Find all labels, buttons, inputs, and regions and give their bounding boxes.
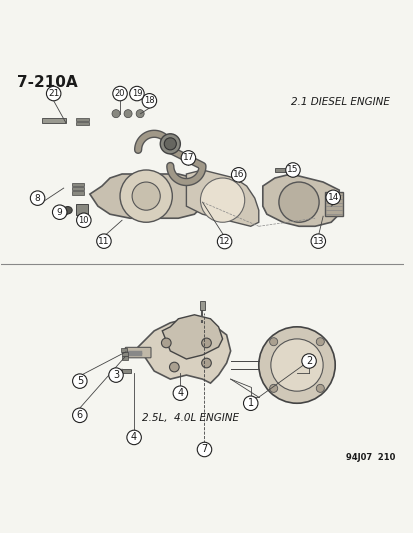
Circle shape <box>46 86 61 101</box>
Bar <box>76 204 88 215</box>
Bar <box>274 168 294 172</box>
Bar <box>122 369 131 374</box>
Circle shape <box>112 110 120 118</box>
Text: 5: 5 <box>76 376 83 386</box>
Text: 13: 13 <box>312 237 323 246</box>
Text: 12: 12 <box>218 237 230 246</box>
Text: 20: 20 <box>114 89 125 98</box>
Text: 18: 18 <box>144 96 154 106</box>
Circle shape <box>243 396 257 410</box>
Circle shape <box>270 339 323 391</box>
Circle shape <box>269 338 277 346</box>
Text: 4: 4 <box>177 388 183 398</box>
Circle shape <box>197 442 211 457</box>
Polygon shape <box>262 174 338 227</box>
Circle shape <box>76 213 91 228</box>
Bar <box>121 352 128 356</box>
Circle shape <box>310 234 325 248</box>
Polygon shape <box>162 315 222 359</box>
Bar <box>71 191 84 195</box>
Circle shape <box>217 235 231 249</box>
Polygon shape <box>186 170 258 227</box>
Circle shape <box>136 110 144 118</box>
Circle shape <box>142 94 156 108</box>
FancyBboxPatch shape <box>125 348 151 358</box>
Circle shape <box>201 338 211 348</box>
Bar <box>121 348 127 352</box>
Circle shape <box>231 167 245 182</box>
Circle shape <box>161 338 171 348</box>
Circle shape <box>160 134 180 154</box>
Bar <box>121 356 128 360</box>
Bar <box>199 301 204 310</box>
Text: 15: 15 <box>287 165 298 174</box>
Circle shape <box>132 182 160 210</box>
Text: 9: 9 <box>57 208 62 217</box>
Circle shape <box>124 110 132 118</box>
Bar <box>76 118 88 122</box>
Text: 14: 14 <box>327 193 338 202</box>
Text: 16: 16 <box>233 171 244 179</box>
Text: 21: 21 <box>48 89 59 98</box>
Text: 11: 11 <box>98 237 109 246</box>
Polygon shape <box>138 319 230 383</box>
Text: 2.5L,  4.0L ENGINE: 2.5L, 4.0L ENGINE <box>142 413 238 423</box>
Circle shape <box>173 386 187 400</box>
Circle shape <box>258 327 335 403</box>
Polygon shape <box>90 174 202 218</box>
Text: 17: 17 <box>182 154 194 163</box>
Circle shape <box>169 362 179 372</box>
Circle shape <box>52 205 67 220</box>
Text: 3: 3 <box>113 370 119 380</box>
Bar <box>42 118 66 123</box>
Text: 7-210A: 7-210A <box>17 76 78 91</box>
Text: 10: 10 <box>78 216 89 225</box>
Circle shape <box>126 430 141 445</box>
Circle shape <box>316 384 323 392</box>
Circle shape <box>181 151 195 165</box>
Circle shape <box>109 368 123 382</box>
Circle shape <box>164 138 176 150</box>
Circle shape <box>72 374 87 389</box>
Circle shape <box>269 384 277 392</box>
Bar <box>71 183 84 187</box>
Text: 8: 8 <box>35 193 40 203</box>
Text: 2: 2 <box>305 356 311 366</box>
Bar <box>324 192 342 216</box>
Text: 19: 19 <box>131 89 142 98</box>
Circle shape <box>112 86 127 101</box>
Circle shape <box>201 358 211 368</box>
Circle shape <box>325 190 339 205</box>
Text: 1: 1 <box>247 398 253 408</box>
Circle shape <box>120 170 172 222</box>
Text: 2.1 DIESEL ENGINE: 2.1 DIESEL ENGINE <box>290 98 389 108</box>
Text: 4: 4 <box>131 432 137 442</box>
Circle shape <box>301 354 316 368</box>
Circle shape <box>72 408 87 423</box>
Text: 6: 6 <box>76 410 83 421</box>
Text: 94J07  210: 94J07 210 <box>345 453 394 462</box>
Circle shape <box>129 86 144 101</box>
Ellipse shape <box>63 207 72 214</box>
Bar <box>71 187 84 190</box>
Circle shape <box>30 191 45 205</box>
Bar <box>76 122 88 125</box>
Circle shape <box>278 182 318 222</box>
Circle shape <box>285 163 299 177</box>
Circle shape <box>316 338 323 346</box>
Circle shape <box>200 178 244 222</box>
Text: 7: 7 <box>201 445 207 455</box>
Circle shape <box>97 234 111 248</box>
